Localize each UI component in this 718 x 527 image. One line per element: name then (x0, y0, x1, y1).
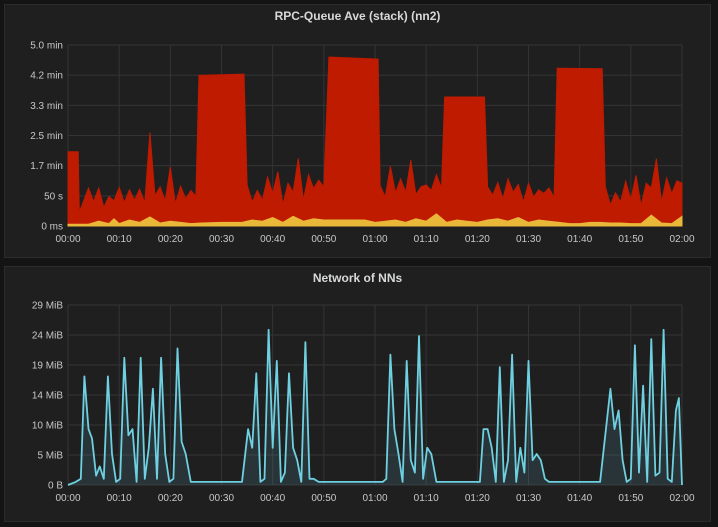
x-tick-label: 01:20 (465, 493, 490, 504)
y-tick-label: 5 MiB (37, 451, 63, 462)
series-top-area (67, 56, 683, 225)
x-tick-label: 00:30 (209, 234, 234, 245)
x-tick-label: 00:10 (107, 234, 132, 245)
x-tick-label: 00:30 (209, 493, 234, 504)
rpc-queue-panel: RPC-Queue Ave (stack) (nn2) 0 ms 50 s 1.7 … (4, 4, 711, 258)
network-panel: Network of NNs 0 B 5 MiB 10 MiB 14 MiB 19 Mi… (4, 266, 711, 522)
x-tick-label: 00:20 (158, 493, 183, 504)
x-tick-label: 01:20 (465, 234, 490, 245)
x-tick-label: 00:50 (311, 493, 336, 504)
x-tick-label: 00:50 (311, 234, 336, 245)
network-title: Network of NNs (312, 271, 403, 285)
y-tick-label: 19 MiB (32, 361, 63, 372)
x-tick-label: 02:00 (669, 493, 694, 504)
x-tick-label: 01:00 (362, 234, 387, 245)
x-tick-label: 01:50 (618, 493, 643, 504)
x-tick-label: 00:40 (260, 234, 285, 245)
y-tick-label: 1.7 min (30, 161, 63, 172)
network-chart: 0 B 5 MiB 10 MiB 14 MiB 19 MiB 24 MiB 29 MiB 00… (32, 301, 695, 505)
y-tick-label: 50 s (44, 191, 63, 202)
x-tick-label: 01:00 (362, 493, 387, 504)
y-tick-label: 29 MiB (32, 301, 63, 312)
y-tick-label: 14 MiB (32, 391, 63, 402)
x-tick-label: 01:50 (618, 234, 643, 245)
y-tick-label: 0 B (48, 481, 63, 492)
y-tick-label: 10 MiB (32, 421, 63, 432)
y-tick-label: 5.0 min (30, 41, 63, 52)
x-tick-label: 01:10 (414, 234, 439, 245)
y-tick-label: 24 MiB (32, 331, 63, 342)
x-tick-label: 01:10 (414, 493, 439, 504)
y-tick-label: 2.5 min (30, 131, 63, 142)
rpc-queue-chart: 0 ms 50 s 1.7 min 2.5 min 3.3 min 4.2 min 5.0 … (30, 41, 695, 246)
x-tick-label: 01:40 (567, 493, 592, 504)
y-tick-label: 0 ms (41, 222, 63, 233)
x-tick-label: 00:00 (55, 493, 80, 504)
x-tick-label: 00:20 (158, 234, 183, 245)
x-tick-label: 00:10 (107, 493, 132, 504)
x-tick-label: 01:40 (567, 234, 592, 245)
series-bottom-area (67, 213, 683, 227)
y-tick-label: 4.2 min (30, 71, 63, 82)
x-tick-label: 00:00 (55, 234, 80, 245)
rpc-queue-title: RPC-Queue Ave (stack) (nn2) (274, 9, 441, 23)
x-tick-label: 01:30 (516, 234, 541, 245)
x-tick-label: 01:30 (516, 493, 541, 504)
series-network-line (67, 328, 683, 486)
y-tick-label: 3.3 min (30, 101, 63, 112)
x-tick-label: 02:00 (669, 234, 694, 245)
x-tick-label: 00:40 (260, 493, 285, 504)
